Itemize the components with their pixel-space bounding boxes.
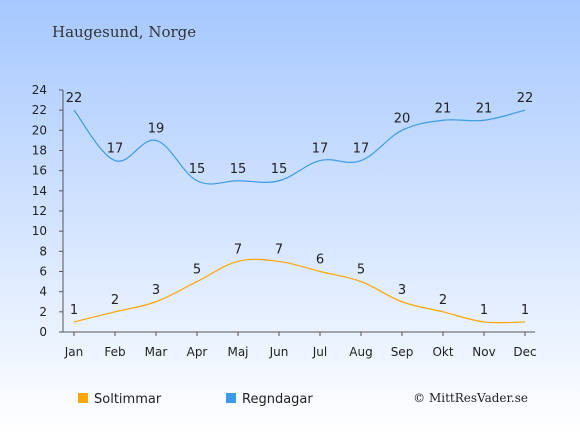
y-tick-label: 20 — [32, 123, 47, 137]
x-tick-label: Feb — [104, 345, 125, 359]
y-tick-label: 6 — [39, 265, 47, 279]
data-label: 21 — [435, 101, 452, 116]
data-label: 6 — [316, 253, 324, 268]
x-tick-label: Aug — [349, 345, 372, 359]
y-tick-label: 8 — [39, 244, 47, 258]
data-label: 2 — [111, 293, 119, 308]
x-tick-label: Mar — [145, 345, 168, 359]
x-tick-label: Okt — [432, 345, 453, 359]
legend-swatch — [226, 393, 236, 403]
data-label: 5 — [357, 263, 365, 278]
data-label: 2 — [439, 293, 447, 308]
data-label: 15 — [271, 162, 288, 177]
data-label: 1 — [480, 303, 488, 318]
data-label: 22 — [66, 91, 83, 106]
x-tick-label: Nov — [472, 345, 495, 359]
y-tick-label: 16 — [32, 164, 47, 178]
data-label: 17 — [312, 142, 329, 157]
y-tick-label: 14 — [32, 184, 47, 198]
data-label: 7 — [275, 242, 283, 257]
legend-label: Soltimmar — [94, 392, 162, 407]
y-tick-label: 24 — [32, 83, 47, 97]
data-label: 3 — [398, 283, 406, 298]
data-label: 19 — [148, 121, 165, 136]
x-tick-label: Dec — [513, 345, 536, 359]
data-label: 1 — [70, 303, 78, 318]
x-tick-label: Apr — [187, 345, 208, 359]
y-tick-label: 0 — [39, 325, 47, 339]
x-tick-label: Jan — [64, 345, 84, 359]
y-tick-label: 22 — [32, 103, 47, 117]
data-label: 1 — [521, 303, 529, 318]
data-label: 15 — [189, 162, 206, 177]
y-tick-label: 12 — [32, 204, 47, 218]
legend-label: Regndagar — [242, 392, 313, 407]
data-label: 7 — [234, 242, 242, 257]
copyright-text: © MittResVader.se — [413, 391, 528, 405]
data-label: 15 — [230, 162, 247, 177]
y-tick-label: 10 — [32, 224, 47, 238]
data-label: 17 — [353, 142, 370, 157]
y-tick-label: 2 — [39, 305, 47, 319]
y-tick-label: 4 — [39, 285, 47, 299]
series-line-soltimmar — [73, 258, 526, 324]
data-label: 22 — [517, 91, 534, 106]
data-label: 21 — [476, 101, 493, 116]
x-tick-label: Jul — [312, 345, 327, 359]
data-label: 5 — [193, 263, 201, 278]
y-tick-label: 18 — [32, 144, 47, 158]
data-label: 20 — [394, 111, 411, 126]
chart-title: Haugesund, Norge — [52, 23, 196, 41]
legend-swatch — [78, 393, 88, 403]
data-label: 17 — [107, 142, 124, 157]
x-tick-label: Maj — [227, 345, 248, 359]
legend: Soltimmar Regndagar — [78, 392, 313, 407]
series-line-regndagar — [73, 109, 526, 185]
series-layer — [73, 109, 526, 324]
x-tick-label: Jun — [269, 345, 289, 359]
data-label: 3 — [152, 283, 160, 298]
x-tick-label: Sep — [391, 345, 414, 359]
